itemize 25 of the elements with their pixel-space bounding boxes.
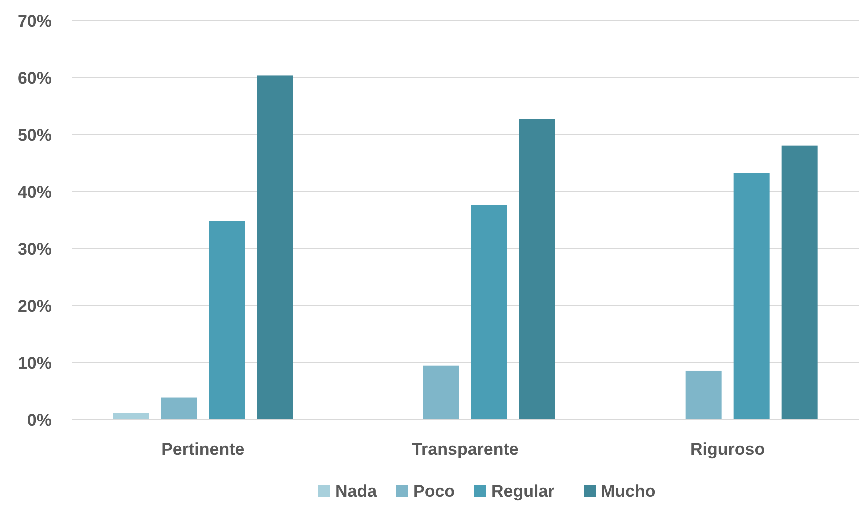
- legend-label: Nada: [336, 482, 378, 501]
- y-tick-label: 10%: [18, 354, 52, 373]
- y-tick-label: 20%: [18, 296, 52, 316]
- bar: [424, 366, 460, 420]
- bar: [161, 398, 198, 420]
- y-tick-label: 70%: [18, 12, 52, 31]
- bar: [257, 76, 294, 420]
- bar: [782, 146, 818, 420]
- x-tick-label: Transparente: [412, 440, 519, 459]
- bar: [734, 173, 770, 420]
- y-tick-label: 40%: [18, 182, 52, 202]
- y-tick-label: 0%: [27, 410, 52, 430]
- x-tick-label: Riguroso: [690, 440, 766, 459]
- bar: [209, 221, 246, 420]
- bar: [113, 413, 150, 420]
- y-tick-label: 60%: [18, 68, 52, 88]
- x-tick-label: Pertinente: [162, 440, 245, 459]
- bar: [520, 119, 556, 420]
- y-tick-label: 50%: [18, 126, 52, 145]
- legend-label: Regular: [492, 482, 556, 501]
- bar: [472, 205, 508, 420]
- bar: [686, 370, 722, 420]
- y-tick-label: 30%: [18, 240, 52, 259]
- legend-label: Mucho: [601, 482, 656, 501]
- legend-label: Poco: [414, 482, 456, 501]
